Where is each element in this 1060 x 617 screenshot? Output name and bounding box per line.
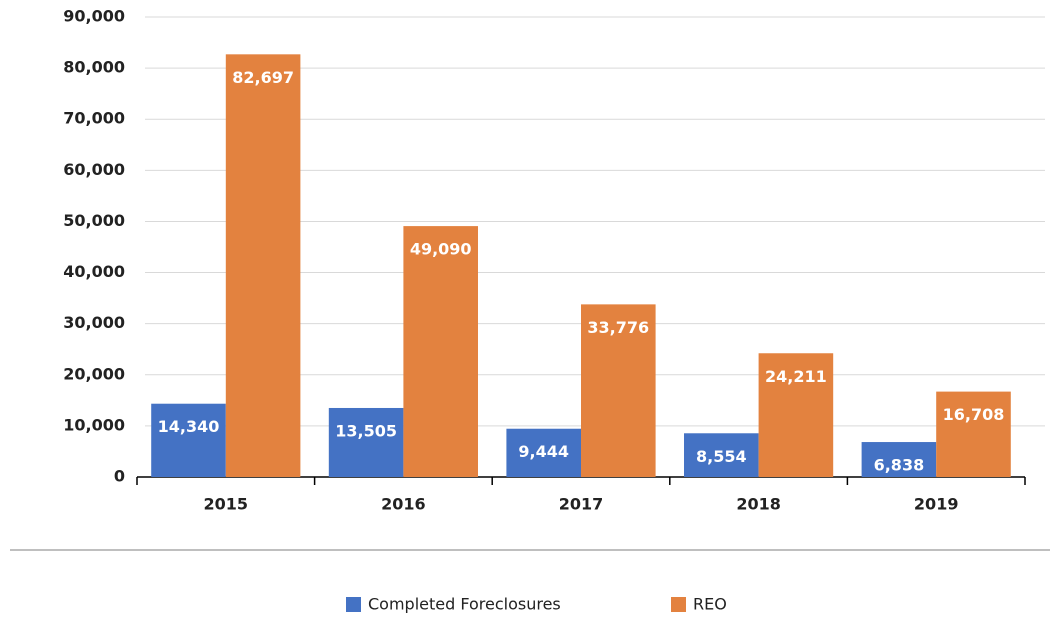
y-tick-label: 90,000 bbox=[63, 7, 125, 26]
y-tick-label: 30,000 bbox=[63, 313, 125, 332]
data-label: 14,340 bbox=[158, 417, 220, 436]
bar bbox=[936, 391, 1011, 477]
y-tick-label: 80,000 bbox=[63, 58, 125, 77]
bar bbox=[684, 433, 759, 477]
bar bbox=[151, 403, 226, 477]
legend-label: Completed Foreclosures bbox=[368, 595, 561, 614]
bar bbox=[758, 353, 834, 477]
data-label: 33,776 bbox=[587, 318, 649, 337]
y-tick-label: 70,000 bbox=[63, 109, 125, 128]
data-label: 8,554 bbox=[696, 447, 747, 466]
y-tick-label: 60,000 bbox=[63, 160, 125, 179]
y-tick-label: 20,000 bbox=[63, 364, 125, 383]
data-label: 16,708 bbox=[943, 405, 1005, 424]
data-label: 49,090 bbox=[410, 240, 472, 259]
bar bbox=[225, 54, 301, 477]
legend-swatch bbox=[346, 597, 361, 612]
bar bbox=[403, 226, 478, 477]
y-tick-label: 0 bbox=[114, 467, 125, 486]
bar bbox=[328, 407, 404, 477]
data-label: 24,211 bbox=[765, 367, 827, 386]
y-tick-label: 50,000 bbox=[63, 211, 125, 230]
data-label: 82,697 bbox=[232, 68, 294, 87]
data-label: 13,505 bbox=[335, 421, 397, 440]
bar bbox=[861, 442, 937, 477]
legend-swatch bbox=[671, 597, 686, 612]
bar bbox=[581, 304, 656, 477]
data-label: 6,838 bbox=[874, 456, 925, 475]
x-tick-label: 2016 bbox=[381, 495, 426, 514]
data-label: 9,444 bbox=[518, 442, 569, 461]
bar bbox=[506, 428, 581, 477]
x-tick-label: 2019 bbox=[914, 495, 959, 514]
x-tick-label: 2017 bbox=[559, 495, 604, 514]
x-tick-label: 2015 bbox=[204, 495, 249, 514]
y-tick-label: 40,000 bbox=[63, 262, 125, 281]
legend-label: REO bbox=[693, 595, 727, 614]
y-tick-label: 10,000 bbox=[63, 415, 125, 434]
x-tick-label: 2018 bbox=[736, 495, 781, 514]
